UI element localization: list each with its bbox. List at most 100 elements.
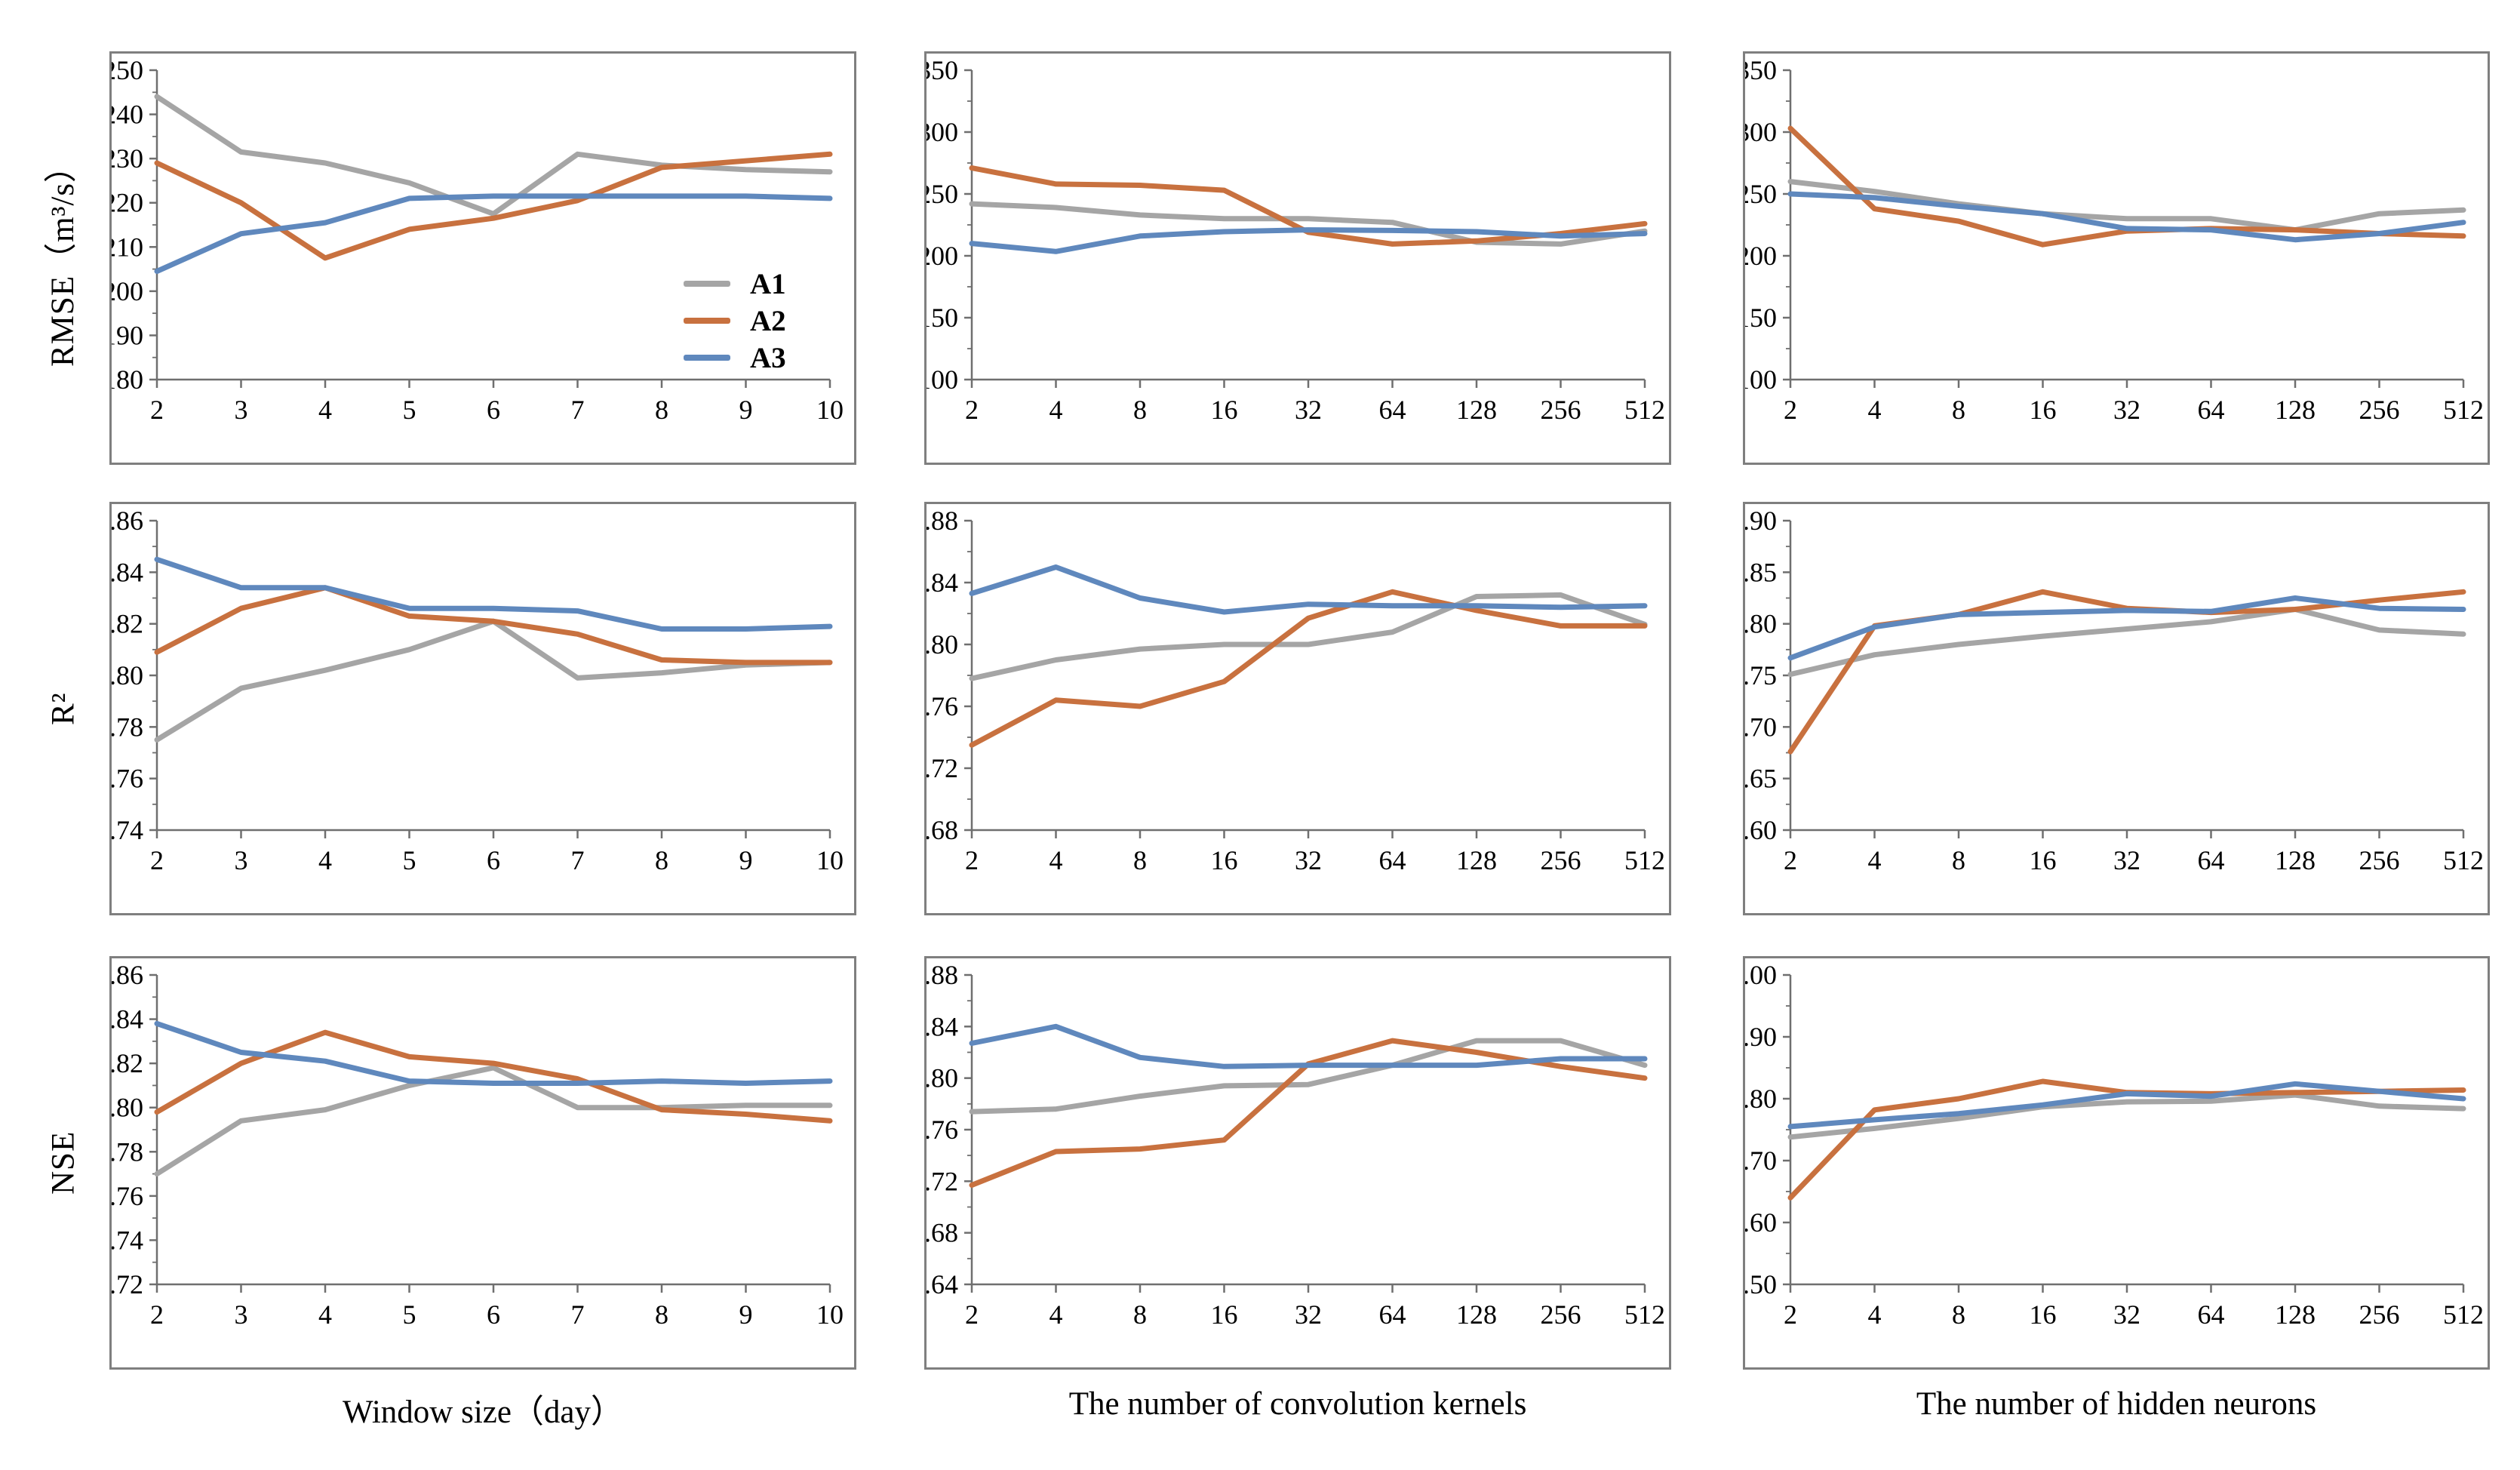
x-tick-label: 512 bbox=[2443, 395, 2484, 425]
y-tick-label: 0.76 bbox=[927, 1115, 958, 1145]
x-tick-label: 512 bbox=[2443, 1299, 2484, 1330]
x-tick-label: 10 bbox=[816, 395, 844, 425]
y-tick-label: 0.60 bbox=[1745, 1207, 1777, 1238]
y-tick-label: 210 bbox=[112, 232, 143, 262]
chart-svg: 0.86 0.84 0.82 0.80 0.78 0.76 0.742 3 4 5 6 7 8 9 10 bbox=[96, 506, 844, 875]
y-tick-label: 0.76 bbox=[112, 1181, 143, 1211]
x-tick-label: 7 bbox=[571, 1299, 585, 1330]
plot-area: 1.00 0.90 0.80 0.70 0.60 0.502 4 8 16 32 64 128 256 5… bbox=[1729, 958, 2488, 1367]
plot-area: 350 300 250 200 150 1002 4 8 16 32 64 128 256 512 bbox=[1736, 54, 2488, 463]
x-tick-label: 2 bbox=[1784, 845, 1797, 875]
x-tick-label: 4 bbox=[1049, 1299, 1063, 1330]
chart-nse-window-size: 0.86 0.84 0.82 0.80 0.78 0.76 0.74 0.722 3 4 5 6 7 8 9… bbox=[96, 956, 856, 1370]
x-tick-label: 64 bbox=[1379, 395, 1406, 425]
series-line-a1 bbox=[154, 1065, 833, 1177]
y-tick-label: 250 bbox=[927, 179, 958, 209]
y-tick-label: 0.86 bbox=[112, 506, 143, 536]
x-tick-label: 8 bbox=[655, 395, 668, 425]
x-tick-label: 128 bbox=[1456, 395, 1497, 425]
x-tick-label: 128 bbox=[1456, 845, 1497, 875]
legend: A1 A2 A3 bbox=[684, 268, 786, 374]
y-tick-label: 0.84 bbox=[112, 557, 143, 587]
y-tick-label: 300 bbox=[1745, 117, 1777, 147]
y-axis-label-r2: R² bbox=[45, 692, 81, 725]
y-tick-label: 0.82 bbox=[112, 1048, 143, 1078]
chart-svg: 1.00 0.90 0.80 0.70 0.60 0.502 4 8 16 32 64 128 256 5… bbox=[1729, 960, 2484, 1330]
x-tick-label: 5 bbox=[403, 845, 416, 875]
x-tick-label: 256 bbox=[1541, 1299, 1581, 1330]
chart-rmse-convolution-kernels: 350 300 250 200 150 1002 4 8 16 32 64 128 256 512 bbox=[917, 51, 1671, 465]
y-tick-label: 0.72 bbox=[927, 1166, 958, 1196]
x-tick-label: 32 bbox=[1295, 395, 1322, 425]
y-tick-label: 0.74 bbox=[112, 1225, 143, 1255]
y-tick-label: 0.84 bbox=[112, 1004, 143, 1035]
x-tick-label: 2 bbox=[150, 395, 164, 425]
chart-r2-convolution-kernels: 0.88 0.84 0.80 0.76 0.72 0.682 4 8 16 32 64 128 256 5… bbox=[911, 502, 1671, 915]
x-tick-label: 6 bbox=[487, 845, 500, 875]
y-axis-label-rmse: RMSE（m³/s） bbox=[45, 149, 81, 368]
x-tick-label: 3 bbox=[235, 1299, 248, 1330]
x-tick-label: 256 bbox=[1541, 395, 1581, 425]
y-tick-label: 0.65 bbox=[1745, 764, 1777, 794]
x-tick-label: 8 bbox=[655, 1299, 668, 1330]
y-tick-label: 0.84 bbox=[927, 567, 958, 598]
x-tick-label: 4 bbox=[318, 845, 332, 875]
series-line-a1 bbox=[1787, 1092, 2466, 1140]
x-tick-label: 8 bbox=[1952, 1299, 1965, 1330]
x-tick-label: 16 bbox=[1211, 395, 1238, 425]
y-tick-label: 220 bbox=[112, 188, 143, 218]
plot-area: 0.90 0.85 0.80 0.75 0.70 0.65 0.602 4 8 16 32 64 128… bbox=[1729, 504, 2488, 913]
x-tick-label: 512 bbox=[1624, 845, 1665, 875]
x-tick-label: 5 bbox=[403, 395, 416, 425]
y-tick-label: 0.60 bbox=[1745, 815, 1777, 845]
x-tick-label: 128 bbox=[2275, 395, 2316, 425]
plot-area: 250 240 230 220 210 200 190 1802 3 4 5 6 7 8 9 10 bbox=[103, 54, 854, 463]
y-tick-label: 200 bbox=[112, 276, 143, 306]
series-line-a2 bbox=[969, 589, 1648, 748]
x-tick-label: 256 bbox=[1541, 845, 1581, 875]
y-tick-label: 300 bbox=[927, 117, 958, 147]
x-tick-label: 7 bbox=[571, 395, 585, 425]
y-tick-label: 0.88 bbox=[927, 960, 958, 990]
x-tick-label: 2 bbox=[965, 1299, 979, 1330]
chart-svg: 0.86 0.84 0.82 0.80 0.78 0.76 0.74 0.722 3 4 5 6 7 8 9… bbox=[96, 960, 844, 1330]
y-tick-label: 1.00 bbox=[1745, 960, 1777, 990]
x-tick-label: 64 bbox=[2198, 1299, 2225, 1330]
x-tick-label: 32 bbox=[2113, 395, 2140, 425]
series-line-a3 bbox=[154, 193, 833, 274]
y-tick-label: 0.70 bbox=[1745, 1146, 1777, 1176]
x-tick-label: 8 bbox=[1133, 845, 1147, 875]
y-tick-label: 350 bbox=[927, 55, 958, 85]
plot-area: 0.86 0.84 0.82 0.80 0.78 0.76 0.74 0.722 3 4 5 6 7 8 9… bbox=[96, 958, 854, 1367]
y-tick-label: 190 bbox=[112, 320, 143, 350]
x-tick-label: 256 bbox=[2359, 845, 2400, 875]
x-tick-label: 16 bbox=[1211, 1299, 1238, 1330]
legend-a2-label: A2 bbox=[750, 304, 786, 337]
x-tick-label: 4 bbox=[318, 395, 332, 425]
x-tick-label: 128 bbox=[2275, 845, 2316, 875]
y-tick-label: 0.68 bbox=[927, 815, 958, 845]
y-tick-label: 200 bbox=[1745, 241, 1777, 271]
chart-svg: 0.88 0.84 0.80 0.76 0.72 0.68 0.642 4 8 16 32 64 128… bbox=[911, 960, 1665, 1330]
chart-rmse-window-size: 250 240 230 220 210 200 190 1802 3 4 5 6 7 8 9 10 A1 A2… bbox=[103, 51, 856, 465]
series-line-a3 bbox=[154, 1020, 833, 1086]
y-tick-label: 0.80 bbox=[112, 660, 143, 690]
y-tick-label: 0.72 bbox=[112, 1269, 143, 1299]
y-tick-label: 0.50 bbox=[1745, 1269, 1777, 1299]
x-tick-label: 6 bbox=[487, 1299, 500, 1330]
y-tick-label: 0.70 bbox=[1745, 712, 1777, 742]
x-tick-label: 9 bbox=[739, 1299, 753, 1330]
y-tick-label: 150 bbox=[1745, 303, 1777, 333]
x-tick-label: 2 bbox=[150, 1299, 164, 1330]
y-tick-label: 0.76 bbox=[927, 691, 958, 721]
legend-item-a2: A2 bbox=[684, 304, 786, 337]
y-tick-label: 0.75 bbox=[1745, 660, 1777, 690]
legend-a3-line-swatch bbox=[684, 355, 730, 361]
y-tick-label: 0.85 bbox=[1745, 557, 1777, 587]
x-tick-label: 2 bbox=[1784, 1299, 1797, 1330]
x-tick-label: 512 bbox=[2443, 845, 2484, 875]
x-tick-label: 32 bbox=[2113, 845, 2140, 875]
y-tick-label: 0.80 bbox=[112, 1093, 143, 1123]
x-tick-label: 8 bbox=[1133, 395, 1147, 425]
series-line-a1 bbox=[969, 592, 1648, 681]
